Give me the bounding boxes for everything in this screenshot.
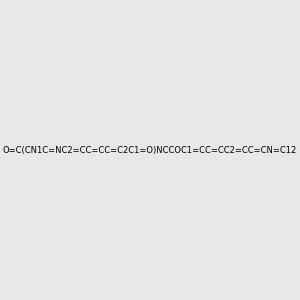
Text: O=C(CN1C=NC2=CC=CC=C2C1=O)NCCOC1=CC=CC2=CC=CN=C12: O=C(CN1C=NC2=CC=CC=C2C1=O)NCCOC1=CC=CC2=… bbox=[3, 146, 297, 154]
